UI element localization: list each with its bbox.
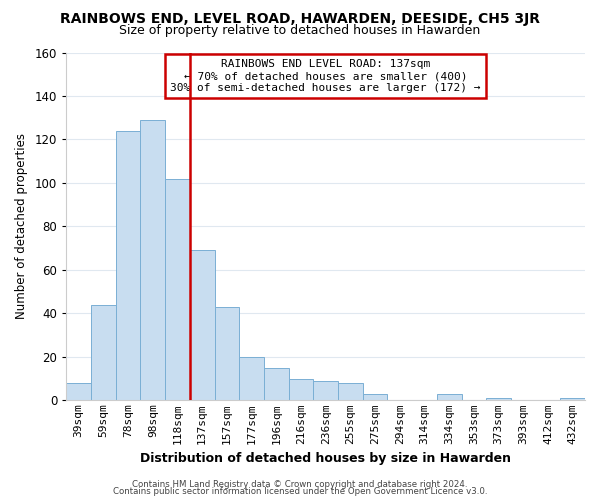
Bar [264,368,289,400]
Bar [165,178,190,400]
Bar [91,304,116,400]
Text: Size of property relative to detached houses in Hawarden: Size of property relative to detached ho… [119,24,481,37]
Bar [140,120,165,400]
Bar [215,307,239,400]
Y-axis label: Number of detached properties: Number of detached properties [15,134,28,320]
X-axis label: Distribution of detached houses by size in Hawarden: Distribution of detached houses by size … [140,452,511,465]
Text: Contains HM Land Registry data © Crown copyright and database right 2024.: Contains HM Land Registry data © Crown c… [132,480,468,489]
Bar [338,383,363,400]
Bar [363,394,388,400]
Bar [560,398,585,400]
Bar [313,381,338,400]
Bar [239,357,264,401]
Text: Contains public sector information licensed under the Open Government Licence v3: Contains public sector information licen… [113,488,487,496]
Bar [289,378,313,400]
Bar [116,131,140,400]
Bar [190,250,215,400]
Bar [437,394,461,400]
Text: RAINBOWS END, LEVEL ROAD, HAWARDEN, DEESIDE, CH5 3JR: RAINBOWS END, LEVEL ROAD, HAWARDEN, DEES… [60,12,540,26]
Bar [67,383,91,400]
Text: RAINBOWS END LEVEL ROAD: 137sqm
← 70% of detached houses are smaller (400)
30% o: RAINBOWS END LEVEL ROAD: 137sqm ← 70% of… [170,60,481,92]
Bar [486,398,511,400]
